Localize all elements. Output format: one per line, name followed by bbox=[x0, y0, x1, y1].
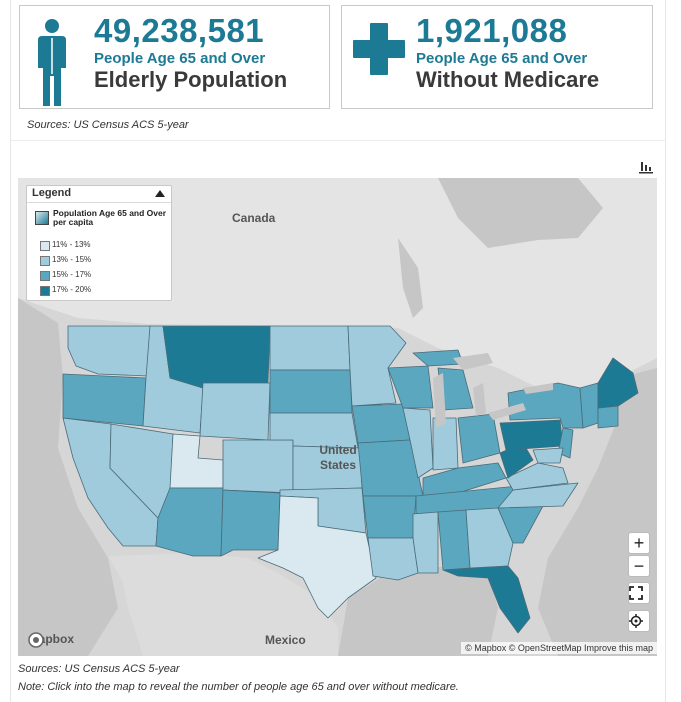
state-mo bbox=[357, 439, 424, 497]
state-il bbox=[402, 407, 434, 479]
state-me bbox=[597, 357, 639, 409]
state-fl bbox=[442, 565, 531, 634]
zoom-out-button[interactable]: − bbox=[628, 555, 650, 577]
legend-header[interactable]: Legend bbox=[27, 186, 171, 203]
legend-layer-title: Population Age 65 and Over per capita bbox=[53, 208, 167, 227]
state-nm bbox=[220, 489, 281, 557]
state-pa bbox=[499, 419, 564, 451]
legend-item-label: 15% - 17% bbox=[52, 270, 92, 279]
label-united-states: United States bbox=[319, 443, 357, 472]
fullscreen-button[interactable] bbox=[628, 582, 650, 604]
chart-menu-icon[interactable] bbox=[638, 159, 654, 180]
state-ny bbox=[507, 382, 584, 429]
legend-layer-swatch bbox=[35, 211, 49, 225]
legend-swatch bbox=[40, 241, 50, 251]
sources-text: Sources: US Census ACS 5-year bbox=[27, 119, 189, 131]
state-wi bbox=[387, 365, 434, 409]
legend-swatch bbox=[40, 286, 50, 296]
state-al bbox=[437, 509, 471, 571]
state-nd bbox=[269, 325, 351, 371]
state-ma bbox=[597, 405, 619, 429]
legend-title: Legend bbox=[32, 187, 72, 199]
state-la bbox=[367, 537, 419, 581]
map-canvas bbox=[18, 178, 657, 656]
state-ms bbox=[412, 511, 439, 574]
map-attribution[interactable]: © Mapbox © OpenStreetMap Improve this ma… bbox=[461, 642, 657, 654]
note-text: Note: Click into the map to reveal the n… bbox=[18, 681, 459, 693]
state-wy bbox=[199, 382, 271, 441]
legend-swatch bbox=[40, 256, 50, 266]
legend-item-label: 13% - 15% bbox=[52, 255, 92, 264]
fullscreen-icon bbox=[629, 586, 643, 600]
geolocate-icon bbox=[629, 614, 643, 628]
legend-item-label: 17% - 20% bbox=[52, 285, 92, 294]
sources-text-bottom: Sources: US Census ACS 5-year bbox=[18, 663, 180, 675]
stat-card-without-medicare: 1,921,088 People Age 65 and Over Without… bbox=[341, 5, 653, 109]
stat-label: Without Medicare bbox=[416, 67, 600, 92]
legend-item-label: 11% - 13% bbox=[52, 240, 91, 249]
state-mn bbox=[347, 325, 407, 407]
state-ia bbox=[351, 403, 411, 444]
stat-subtitle: People Age 65 and Over bbox=[94, 50, 266, 67]
stat-label: Elderly Population bbox=[94, 67, 288, 92]
label-mexico: Mexico bbox=[265, 633, 306, 647]
state-or bbox=[62, 373, 147, 427]
stat-subtitle: People Age 65 and Over bbox=[416, 50, 588, 67]
state-va bbox=[505, 462, 569, 491]
geolocate-button[interactable] bbox=[628, 610, 650, 632]
stat-card-elderly: 49,238,581 People Age 65 and Over Elderl… bbox=[19, 5, 330, 109]
state-md bbox=[532, 447, 564, 464]
person-icon bbox=[34, 18, 70, 111]
state-sd bbox=[269, 369, 353, 414]
map-legend: Legend Population Age 65 and Over per ca… bbox=[26, 185, 172, 301]
medical-cross-icon bbox=[352, 22, 406, 81]
stat-number: 1,921,088 bbox=[416, 12, 568, 49]
widget-frame bbox=[10, 0, 666, 702]
state-vt-nh bbox=[579, 382, 599, 429]
mapbox-icon bbox=[28, 632, 44, 648]
zoom-in-button[interactable]: + bbox=[628, 532, 650, 554]
legend-swatch bbox=[40, 271, 50, 281]
state-ga bbox=[465, 507, 514, 569]
state-co bbox=[222, 439, 294, 494]
divider bbox=[10, 140, 666, 141]
label-canada: Canada bbox=[232, 211, 276, 225]
state-az bbox=[155, 487, 224, 557]
state-mt bbox=[162, 325, 271, 389]
map-view[interactable]: Legend Population Age 65 and Over per ca… bbox=[18, 178, 657, 656]
stat-number: 49,238,581 bbox=[94, 12, 265, 49]
state-ar bbox=[362, 495, 417, 539]
collapse-caret-icon[interactable] bbox=[155, 190, 165, 197]
state-nc bbox=[497, 482, 579, 509]
mapbox-logo[interactable]: mapbox bbox=[28, 632, 74, 648]
state-tx bbox=[257, 495, 377, 619]
